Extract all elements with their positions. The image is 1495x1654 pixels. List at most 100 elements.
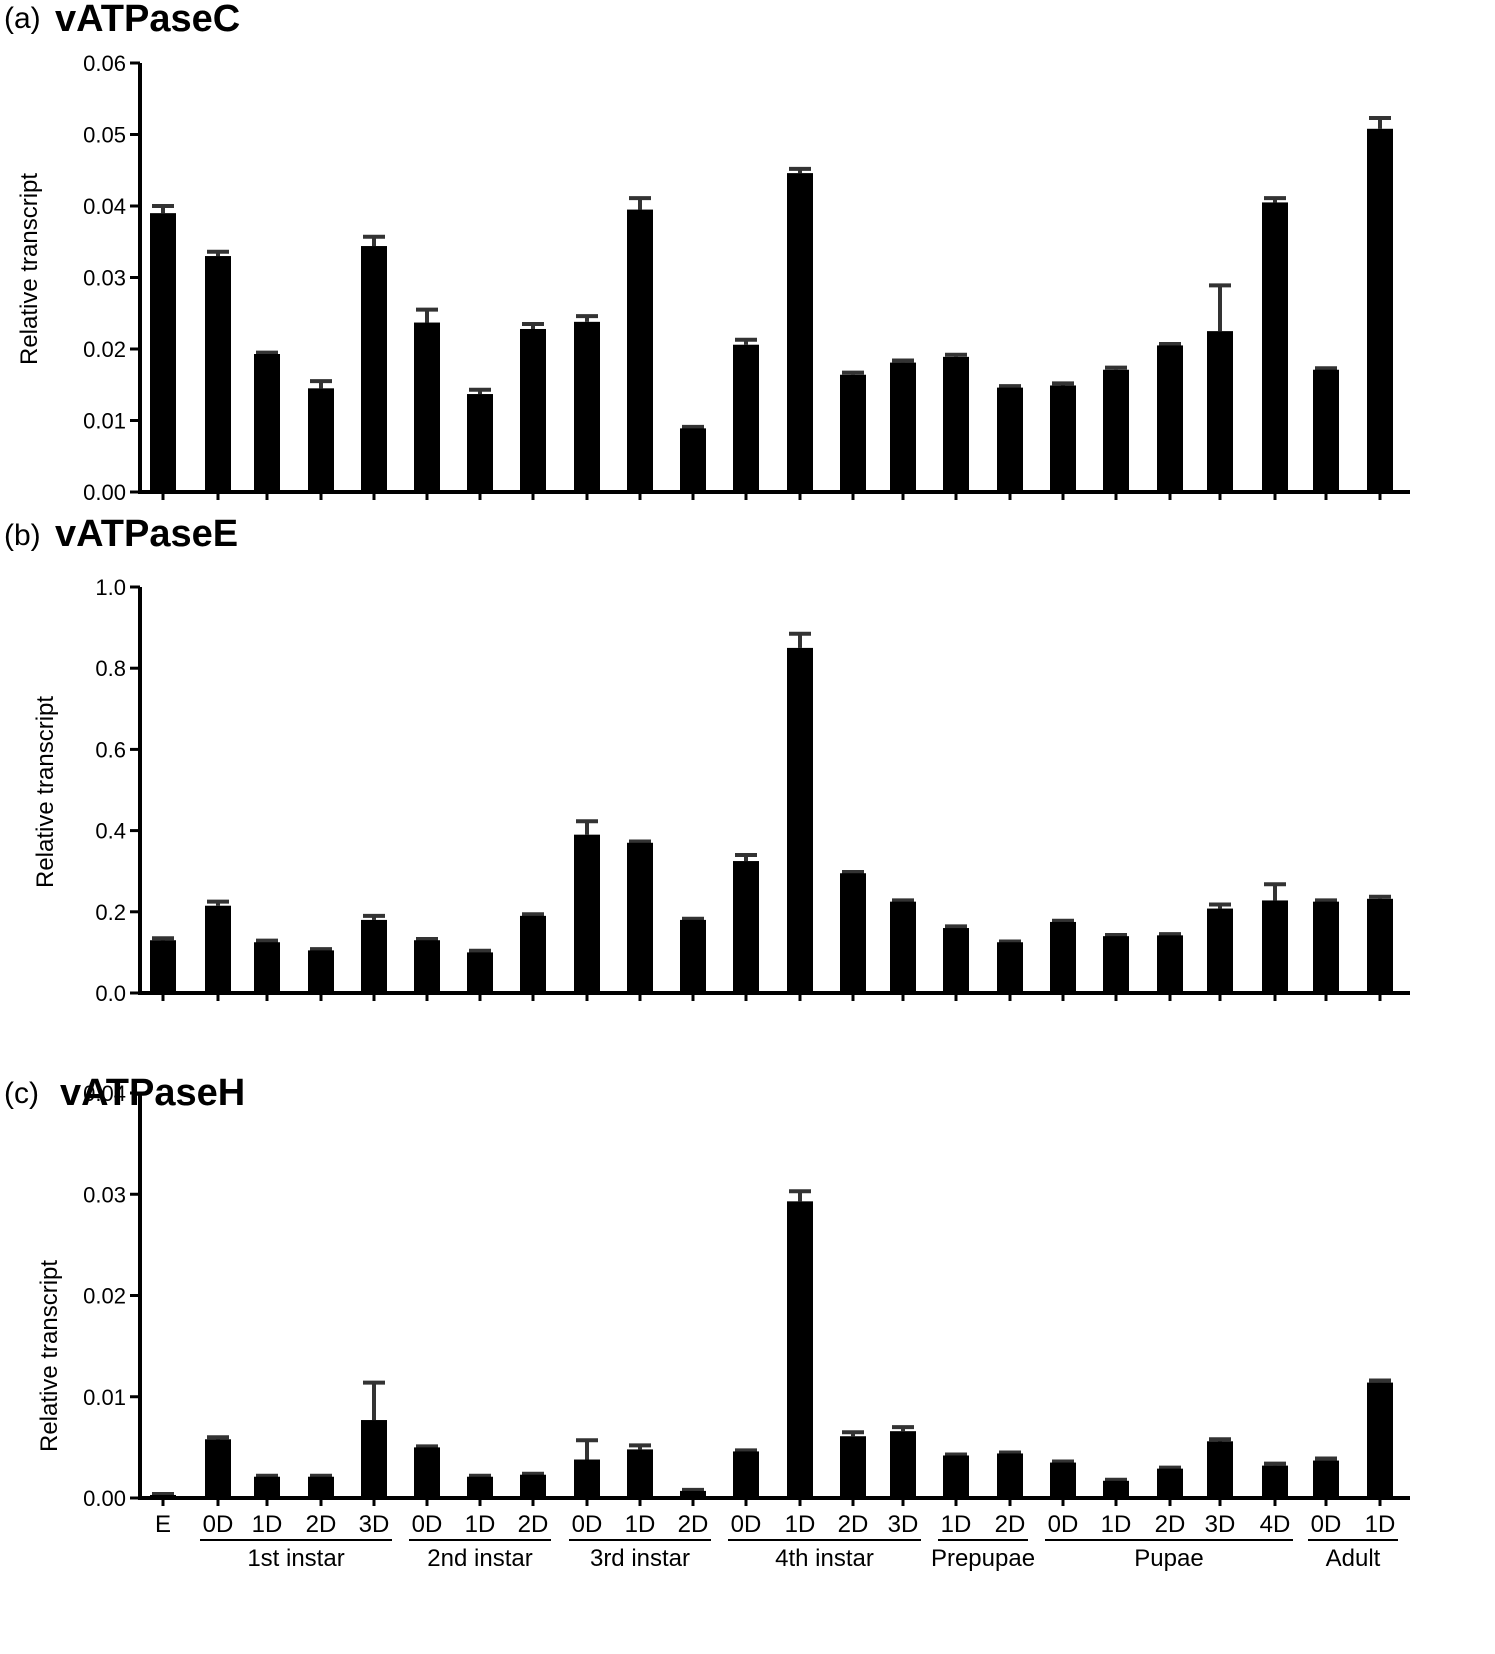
bar (840, 1436, 866, 1498)
bar (890, 901, 916, 993)
bar (1157, 1468, 1183, 1498)
y-tick-label: 0.04 (83, 1081, 126, 1106)
y-tick-label: 0.06 (83, 51, 126, 76)
bar (1207, 908, 1233, 993)
bar (1262, 900, 1288, 993)
x-tick-label: 1D (625, 1511, 656, 1538)
y-tick-label: 0.0 (95, 981, 126, 1006)
y-tick-label: 0.02 (83, 337, 126, 362)
bar (467, 1476, 493, 1498)
bar (627, 842, 653, 993)
panel-b: (b) vATPaseE Relative transcript 0.0 0.2 0… (4, 513, 1410, 1006)
x-tick-label: 0D (572, 1511, 603, 1538)
x-tick-label: 0D (412, 1511, 443, 1538)
bar (1157, 345, 1183, 492)
x-tick-label: 1D (941, 1511, 972, 1538)
y-tick-label: 0.8 (95, 656, 126, 681)
bar (254, 354, 280, 492)
bar (943, 928, 969, 993)
bar (1050, 1462, 1076, 1498)
panel-b-label: (b) (4, 519, 41, 552)
bar (414, 940, 440, 993)
y-tick-label: 0.03 (83, 1182, 126, 1207)
bar (308, 950, 334, 993)
bar (308, 1476, 334, 1498)
bar (150, 940, 176, 993)
panel-a-title: vATPaseC (55, 0, 241, 40)
bar (414, 1447, 440, 1498)
bar (361, 246, 387, 492)
bar (840, 873, 866, 993)
bar (997, 942, 1023, 993)
bar (943, 356, 969, 492)
bar (361, 1420, 387, 1498)
bar (467, 394, 493, 492)
x-group-label: Pupae (1134, 1545, 1203, 1572)
bar (840, 374, 866, 492)
y-tick-label: 0.02 (83, 1284, 126, 1309)
bar (254, 942, 280, 993)
bar (997, 387, 1023, 492)
x-group-label: Adult (1326, 1545, 1381, 1572)
x-tick-label: 3D (888, 1511, 919, 1538)
bar (1262, 1465, 1288, 1498)
bar (1157, 935, 1183, 993)
bar (1103, 1480, 1129, 1498)
bar (787, 173, 813, 493)
x-tick-label: 2D (995, 1511, 1026, 1538)
x-group-label: 2nd instar (427, 1545, 532, 1572)
x-tick-label: 1D (1365, 1511, 1396, 1538)
bar (205, 905, 231, 993)
bar (1050, 385, 1076, 492)
y-tick-label: 0.04 (83, 194, 126, 219)
bar (574, 834, 600, 993)
panel-c: (c) vATPaseH Relative transcript 0.00 0.0… (4, 1072, 1410, 1510)
x-group-label: 1st instar (247, 1545, 344, 1572)
bar (943, 1455, 969, 1498)
x-tick-label: 3D (1205, 1511, 1236, 1538)
bar (520, 1474, 546, 1498)
bar (787, 1201, 813, 1498)
x-tick-label: 1D (785, 1511, 816, 1538)
panel-c-label: (c) (4, 1077, 39, 1110)
bar (1262, 202, 1288, 493)
bar (520, 328, 546, 492)
bar (680, 919, 706, 993)
bar (680, 1490, 706, 1498)
x-tick-label: 1D (465, 1511, 496, 1538)
x-tick-label: 0D (1311, 1511, 1342, 1538)
x-group-label: Prepupae (931, 1545, 1035, 1572)
panel-c-title: vATPaseH (60, 1072, 246, 1114)
x-tick-label: 1D (1101, 1511, 1132, 1538)
bar (1103, 936, 1129, 993)
bar (205, 1439, 231, 1498)
bar (574, 1459, 600, 1498)
chart-b: 0.0 0.2 0.4 0.6 0.8 1.0 (95, 575, 1410, 1006)
x-tick-label: 0D (203, 1511, 234, 1538)
x-tick-label: 0D (1048, 1511, 1079, 1538)
bar (1313, 901, 1339, 993)
bar (205, 256, 231, 492)
x-tick-label: 2D (306, 1511, 337, 1538)
x-tick-label: 2D (1155, 1511, 1186, 1538)
bar (1050, 921, 1076, 993)
x-tick-label: 2D (518, 1511, 549, 1538)
bar (574, 321, 600, 492)
bar (1207, 1441, 1233, 1498)
bar (680, 428, 706, 492)
x-tick-label: 1D (252, 1511, 283, 1538)
y-tick-label: 0.03 (83, 266, 126, 291)
y-tick-label: 0.05 (83, 123, 126, 148)
x-tick-label: 2D (678, 1511, 709, 1538)
x-tick-label: 0D (731, 1511, 762, 1538)
bar (1207, 331, 1233, 492)
bar (890, 1431, 916, 1498)
y-tick-label: 0.01 (83, 1385, 126, 1410)
bar (1367, 128, 1393, 492)
panel-b-title: vATPaseE (55, 513, 239, 555)
bar (150, 213, 176, 492)
bar (361, 919, 387, 993)
bar (254, 1476, 280, 1498)
bar (890, 362, 916, 492)
